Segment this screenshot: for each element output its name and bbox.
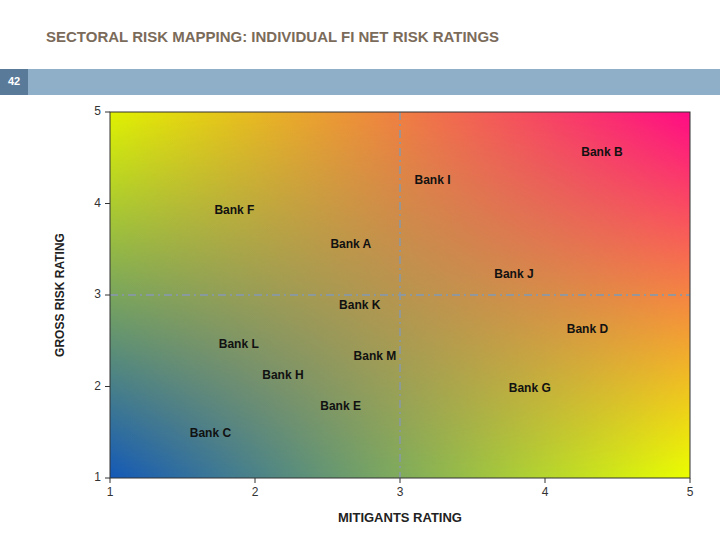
x-tick-label: 1 bbox=[107, 485, 114, 499]
y-tick bbox=[105, 112, 110, 113]
y-tick-label: 2 bbox=[94, 379, 101, 393]
x-tick bbox=[110, 478, 111, 483]
slide-number: 42 bbox=[8, 75, 20, 87]
bank-label: Bank B bbox=[581, 145, 623, 159]
x-tick bbox=[545, 478, 546, 483]
y-tick-label: 1 bbox=[94, 470, 101, 484]
divider-line bbox=[110, 294, 690, 296]
header-bar bbox=[0, 69, 720, 95]
x-tick-label: 5 bbox=[687, 485, 694, 499]
bank-label: Bank K bbox=[339, 298, 381, 312]
background-gradient bbox=[110, 112, 690, 478]
y-tick-label: 3 bbox=[94, 287, 101, 301]
x-axis-label: MITIGANTS RATING bbox=[338, 510, 462, 525]
chart: SECTORAL RISK MAPPING: INDIVIDUAL FI NET… bbox=[0, 0, 720, 540]
y-tick-label: 4 bbox=[94, 196, 101, 210]
bank-label: Bank G bbox=[509, 381, 551, 395]
bank-label: Bank D bbox=[567, 322, 609, 336]
title: SECTORAL RISK MAPPING: INDIVIDUAL FI NET… bbox=[46, 28, 499, 45]
bank-label: Bank J bbox=[494, 267, 533, 281]
bank-label: Bank F bbox=[214, 203, 254, 217]
slide-number-box bbox=[0, 69, 28, 95]
bank-label: Bank M bbox=[354, 349, 397, 363]
background-gradient bbox=[110, 112, 690, 478]
y-tick bbox=[105, 203, 110, 204]
y-tick bbox=[105, 295, 110, 296]
bank-label: Bank I bbox=[415, 173, 451, 187]
y-axis-label: GROSS RISK RATING bbox=[53, 233, 67, 357]
bank-label: Bank A bbox=[330, 237, 371, 251]
x-tick bbox=[400, 478, 401, 483]
y-tick bbox=[105, 478, 110, 479]
y-tick bbox=[105, 386, 110, 387]
bank-label: Bank C bbox=[190, 426, 232, 440]
x-tick-label: 3 bbox=[397, 485, 404, 499]
y-tick-label: 5 bbox=[94, 104, 101, 118]
x-tick bbox=[255, 478, 256, 483]
x-tick-label: 2 bbox=[252, 485, 259, 499]
plot-frame bbox=[110, 112, 690, 478]
x-tick bbox=[690, 478, 691, 483]
bank-labels: Bank B Bank I Bank F Bank A Bank J Bank K Bank… bbox=[190, 145, 623, 440]
bank-label: Bank L bbox=[219, 337, 259, 351]
x-tick-label: 4 bbox=[542, 485, 549, 499]
bank-label: Bank E bbox=[320, 399, 361, 413]
plot-area bbox=[110, 112, 690, 478]
bank-label: Bank H bbox=[262, 368, 303, 382]
